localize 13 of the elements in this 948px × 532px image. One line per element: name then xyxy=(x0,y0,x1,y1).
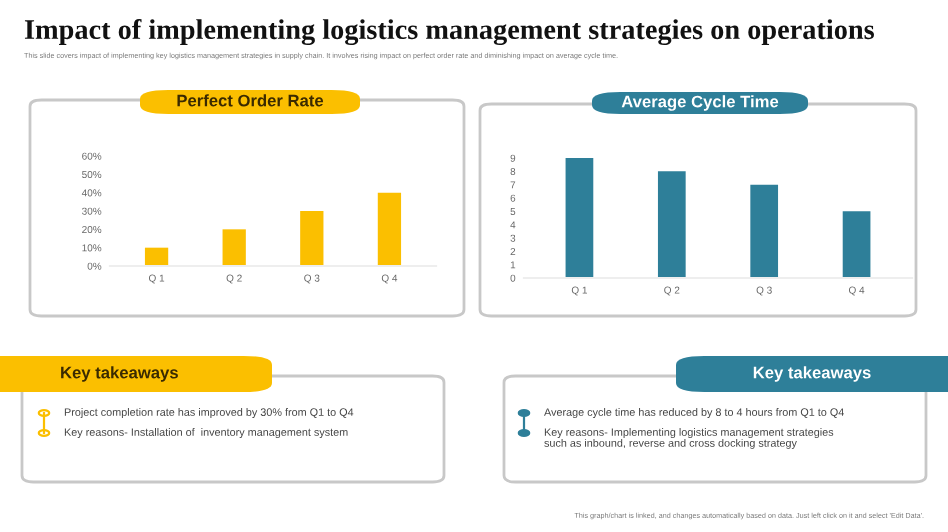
bar xyxy=(300,211,324,266)
chart-title: Perfect Order Rate xyxy=(177,94,324,107)
text: Key takeaways xyxy=(753,366,871,382)
bar xyxy=(657,171,686,278)
chart-title: Average Cycle Time xyxy=(621,95,779,111)
text: Impact of implementing logistics management strategies on operations xyxy=(24,18,874,46)
bar xyxy=(565,158,594,278)
bar xyxy=(377,192,402,266)
bar xyxy=(842,211,871,278)
bar xyxy=(222,229,246,266)
bar xyxy=(144,247,169,266)
bar xyxy=(750,184,779,278)
text: Key takeaways xyxy=(61,366,178,382)
